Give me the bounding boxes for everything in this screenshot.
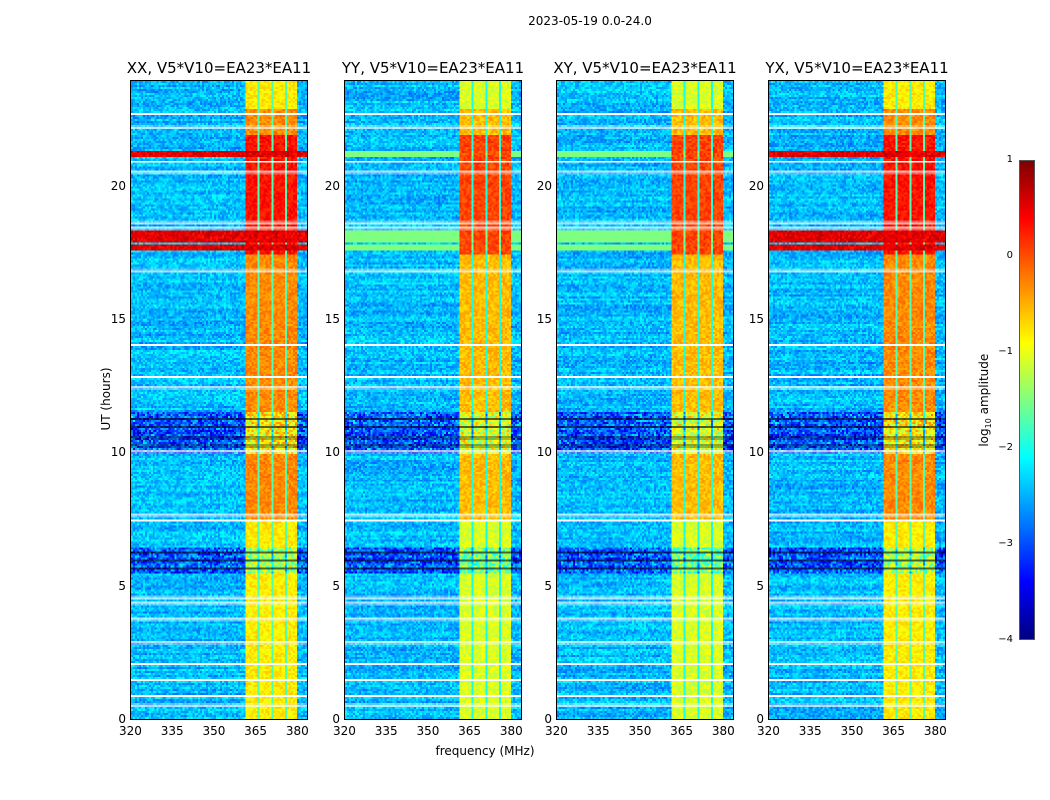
chart-title: 2023-05-19 0.0-24.0	[0, 14, 1050, 28]
colorbar	[1019, 160, 1035, 640]
y-tick-label: 0	[746, 712, 764, 726]
x-tick-label: 365	[244, 724, 267, 738]
heatmap-image	[557, 81, 733, 719]
y-tick-label: 5	[322, 579, 340, 593]
x-tick-label: 365	[882, 724, 905, 738]
y-tick-label: 15	[534, 312, 552, 326]
y-tick-label: 5	[746, 579, 764, 593]
x-axis-label: frequency (MHz)	[420, 744, 550, 758]
heatmap-panel-yx	[768, 80, 946, 720]
colorbar-tick-label: −4	[983, 634, 1013, 645]
colorbar-label-tail: amplitude	[977, 354, 991, 418]
colorbar-tick-label: 0	[983, 250, 1013, 261]
heatmap-panel-xx	[130, 80, 308, 720]
y-tick-label: 20	[746, 179, 764, 193]
x-tick-label: 380	[924, 724, 947, 738]
y-tick-label: 0	[108, 712, 126, 726]
x-tick-label: 365	[458, 724, 481, 738]
heatmap-panel-yy	[344, 80, 522, 720]
y-tick-label: 15	[322, 312, 340, 326]
panel-title-xy: XY, V5*V10=EA23*EA11	[525, 59, 765, 77]
y-axis-label: UT (hours)	[99, 349, 113, 449]
x-tick-label: 365	[670, 724, 693, 738]
x-tick-label: 335	[799, 724, 822, 738]
colorbar-tick-label: −3	[983, 538, 1013, 549]
y-tick-label: 15	[108, 312, 126, 326]
y-tick-label: 20	[534, 179, 552, 193]
y-tick-label: 5	[108, 579, 126, 593]
x-tick-label: 320	[119, 724, 142, 738]
x-tick-label: 350	[416, 724, 439, 738]
x-tick-label: 350	[840, 724, 863, 738]
y-tick-label: 10	[322, 445, 340, 459]
y-tick-label: 20	[322, 179, 340, 193]
x-tick-label: 380	[712, 724, 735, 738]
colorbar-label: log10 amplitude	[977, 350, 993, 450]
y-tick-label: 10	[534, 445, 552, 459]
x-tick-label: 335	[375, 724, 398, 738]
panel-title-yx: YX, V5*V10=EA23*EA11	[737, 59, 977, 77]
heatmap-image	[131, 81, 307, 719]
heatmap-panel-xy	[556, 80, 734, 720]
y-tick-label: 10	[746, 445, 764, 459]
y-tick-label: 0	[534, 712, 552, 726]
colorbar-label-sub: 10	[984, 418, 993, 428]
heatmap-image	[769, 81, 945, 719]
x-tick-label: 320	[545, 724, 568, 738]
x-tick-label: 380	[500, 724, 523, 738]
colorbar-label-main: log	[977, 428, 991, 446]
panel-title-xx: XX, V5*V10=EA23*EA11	[99, 59, 339, 77]
x-tick-label: 320	[333, 724, 356, 738]
y-tick-label: 0	[322, 712, 340, 726]
y-tick-label: 5	[534, 579, 552, 593]
x-tick-label: 335	[587, 724, 610, 738]
x-tick-label: 350	[628, 724, 651, 738]
x-tick-label: 335	[161, 724, 184, 738]
colorbar-tick-label: 1	[983, 154, 1013, 165]
heatmap-image	[345, 81, 521, 719]
x-tick-label: 380	[286, 724, 309, 738]
x-tick-label: 320	[757, 724, 780, 738]
y-tick-label: 20	[108, 179, 126, 193]
panel-title-yy: YY, V5*V10=EA23*EA11	[313, 59, 553, 77]
x-tick-label: 350	[202, 724, 225, 738]
y-tick-label: 15	[746, 312, 764, 326]
